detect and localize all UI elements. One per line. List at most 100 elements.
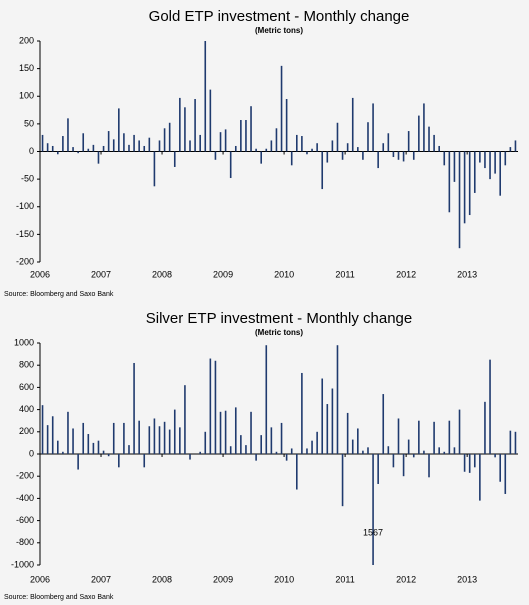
bar [316,431,318,454]
bar [301,372,303,454]
bar [316,143,318,152]
bar [148,137,151,152]
x-tick-label: 2006 [30,269,50,279]
bar [346,143,349,152]
bar [72,428,74,454]
bar [280,422,283,454]
bar [107,454,110,457]
bar [326,151,329,163]
bar [158,140,161,152]
bar [245,120,247,152]
bar [336,122,339,152]
bar [392,454,395,468]
y-tick-label: 50 [24,118,34,128]
bar [245,445,247,454]
bar [112,139,115,152]
bar [280,65,283,152]
bar [433,421,435,454]
source: Source: Bloomberg and Saxo Bank [4,291,114,298]
bar [133,134,135,152]
bar [306,151,308,155]
chart-subtitle: (Metric tons) [255,328,303,337]
bar [412,454,415,458]
bar [153,151,156,187]
bar [458,151,461,249]
bar [504,151,507,166]
x-tick-label: 2013 [457,574,477,584]
bar [494,454,496,458]
x-tick-label: 2011 [335,574,354,584]
bar [163,421,166,454]
bar [372,103,374,152]
bar [326,404,329,454]
bar [453,447,456,454]
bar [184,107,186,152]
x-tick-label: 2008 [152,574,172,584]
source: Source: Bloomberg and Saxo Bank [4,594,114,601]
bar [173,409,176,454]
y-tick-label: 200 [19,426,34,436]
bar [448,420,451,454]
x-tick-label: 2008 [152,269,172,279]
bar [489,359,491,454]
y-tick-label: 800 [19,360,34,370]
y-tick-label: -200 [16,471,34,481]
y-tick-label: -600 [16,515,34,525]
x-tick-label: 2007 [91,269,111,279]
bar [224,410,227,454]
bar [509,147,512,152]
bar [219,411,222,454]
x-tick-label: 2013 [457,269,477,279]
bar [168,429,171,454]
bar [189,454,191,460]
bar [509,430,512,454]
bar [331,140,334,152]
bar [250,106,252,152]
bar [133,362,135,454]
bar [382,143,385,152]
y-tick-label: -400 [16,493,34,503]
y-tick-label: -800 [16,537,34,547]
bar [504,454,507,494]
bar [423,103,425,152]
bar [118,454,120,468]
bar [260,151,263,164]
chart-title: Silver ETP investment - Monthly change [146,310,413,327]
bar [285,454,288,461]
bar [209,89,212,152]
bar [290,448,293,454]
bar [168,122,171,152]
bar [392,151,395,158]
bar [443,451,446,454]
bar [234,407,237,454]
bar [453,151,456,182]
bar [295,134,298,152]
bar [463,454,466,472]
bar [321,151,324,190]
bar [499,454,502,482]
bar [306,448,308,454]
bar [219,132,222,152]
bar [443,151,446,166]
bar [163,128,166,152]
bar [123,422,125,454]
bar [51,416,54,454]
bar [428,454,430,478]
bar [62,451,64,454]
bar [229,446,232,454]
bar [336,345,339,454]
y-tick-label: -100 [16,201,34,211]
bar [484,401,486,454]
bar [250,411,252,454]
bar [56,440,59,454]
bar [209,358,212,454]
bar [92,442,95,454]
bar [397,418,400,454]
bar [387,446,390,454]
bar [428,126,430,152]
bar [102,450,105,454]
bar [321,378,324,454]
bar [204,41,207,152]
bar [418,420,420,454]
